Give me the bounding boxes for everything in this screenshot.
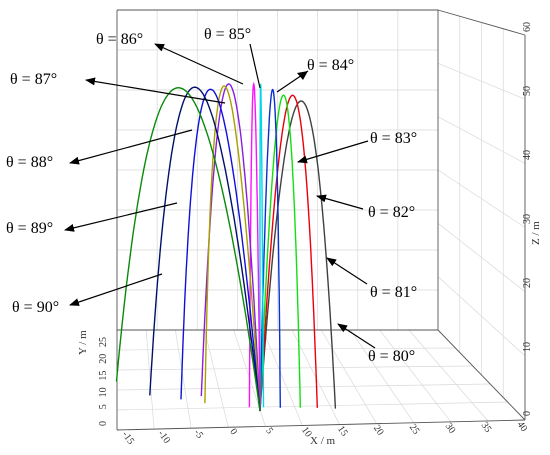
x-tick-label: 20 xyxy=(371,423,386,438)
trajectory-theta-87 xyxy=(204,85,261,412)
trajectory-theta-81 xyxy=(259,94,318,412)
annotation-arrows xyxy=(64,43,376,349)
floor-grid xyxy=(116,329,508,430)
x-axis-label: X / m xyxy=(310,435,336,447)
arrow-88 xyxy=(69,129,193,165)
label-theta-87: θ = 87° xyxy=(10,71,57,88)
y-tick-label: 25 xyxy=(98,337,109,347)
floor-grid-line xyxy=(116,401,508,411)
trajectory-theta-88 xyxy=(180,88,261,412)
label-theta-81: θ = 81° xyxy=(370,284,417,301)
arrow-82 xyxy=(316,194,364,210)
label-theta-86: θ = 86° xyxy=(96,31,143,48)
arrow-83 xyxy=(297,140,369,164)
label-theta-89: θ = 89° xyxy=(6,220,53,237)
arrow-89 xyxy=(64,202,178,232)
z-tick-label: 10 xyxy=(522,342,533,352)
arrow-85 xyxy=(249,43,261,89)
floor-grid-line xyxy=(116,347,456,351)
label-theta-84: θ = 84° xyxy=(307,57,354,74)
trajectory-theta-83 xyxy=(259,88,281,412)
y-axis: 0 5 10 15 20 25 xyxy=(98,337,109,426)
x-tick-label: 25 xyxy=(407,422,422,437)
trajectory-theta-80 xyxy=(259,100,337,412)
trajectory-theta-85 xyxy=(248,81,261,412)
arrow-84-head xyxy=(297,71,308,80)
y-tick-label: 20 xyxy=(98,354,109,364)
x-tick-label: -10 xyxy=(155,429,172,446)
x-tick-label: 5 xyxy=(263,426,275,436)
y-axis-label: Y / m xyxy=(77,330,89,355)
floor-grid-line xyxy=(175,329,192,429)
y-tick-label: 10 xyxy=(98,387,109,397)
label-theta-82: θ = 82° xyxy=(368,204,415,221)
arrow-90 xyxy=(69,273,163,306)
arrow-86 xyxy=(154,43,244,85)
floor-grid-line xyxy=(116,365,473,371)
z-tick-label: 0 xyxy=(522,411,533,416)
floor-grid-line xyxy=(408,329,489,422)
x-tick-label: 15 xyxy=(335,424,350,439)
floor-grid-line xyxy=(116,383,491,391)
x-tick-label: 30 xyxy=(443,421,458,436)
x-tick-label: -15 xyxy=(120,429,137,446)
arrow-87 xyxy=(85,77,226,104)
series-labels: θ = 80° θ = 81° θ = 82° θ = 83° θ = 84° … xyxy=(6,26,417,365)
trajectory-series xyxy=(115,81,337,412)
floor-grid-line xyxy=(204,329,229,428)
z-tick-label: 30 xyxy=(522,214,533,224)
floor-grid-line xyxy=(350,329,415,423)
floor-grid-line xyxy=(320,329,377,424)
y-tick-label: 5 xyxy=(98,404,109,409)
y-tick-label: 0 xyxy=(98,421,109,426)
z-axis-label: Z / m xyxy=(530,221,542,245)
label-theta-80: θ = 80° xyxy=(368,348,415,365)
x-tick-label: 35 xyxy=(479,420,494,435)
trajectory-theta-89 xyxy=(149,86,261,412)
label-theta-88: θ = 88° xyxy=(6,154,53,171)
arrow-80 xyxy=(337,323,376,349)
trajectory-theta-84 xyxy=(259,83,265,411)
x-tick-label: 40 xyxy=(515,419,530,434)
floor-grid-line xyxy=(379,329,452,423)
z-axis: 0 10 20 30 40 50 60 xyxy=(522,22,533,416)
label-theta-90: θ = 90° xyxy=(12,299,59,316)
side-wall-grid xyxy=(437,16,526,398)
x-tick-label: 0 xyxy=(227,427,239,437)
label-theta-85: θ = 85° xyxy=(204,26,251,43)
arrow-81 xyxy=(326,257,368,285)
x-tick-label: -5 xyxy=(191,428,205,441)
z-tick-label: 50 xyxy=(522,86,533,96)
trajectory-theta-82 xyxy=(259,94,301,412)
z-tick-label: 20 xyxy=(522,278,533,288)
y-tick-label: 15 xyxy=(98,371,109,381)
z-tick-label: 40 xyxy=(522,150,533,160)
label-theta-83: θ = 83° xyxy=(370,130,417,147)
floor-grid-line xyxy=(262,329,303,426)
trajectory-theta-90 xyxy=(115,86,261,412)
z-tick-label: 60 xyxy=(522,22,533,32)
